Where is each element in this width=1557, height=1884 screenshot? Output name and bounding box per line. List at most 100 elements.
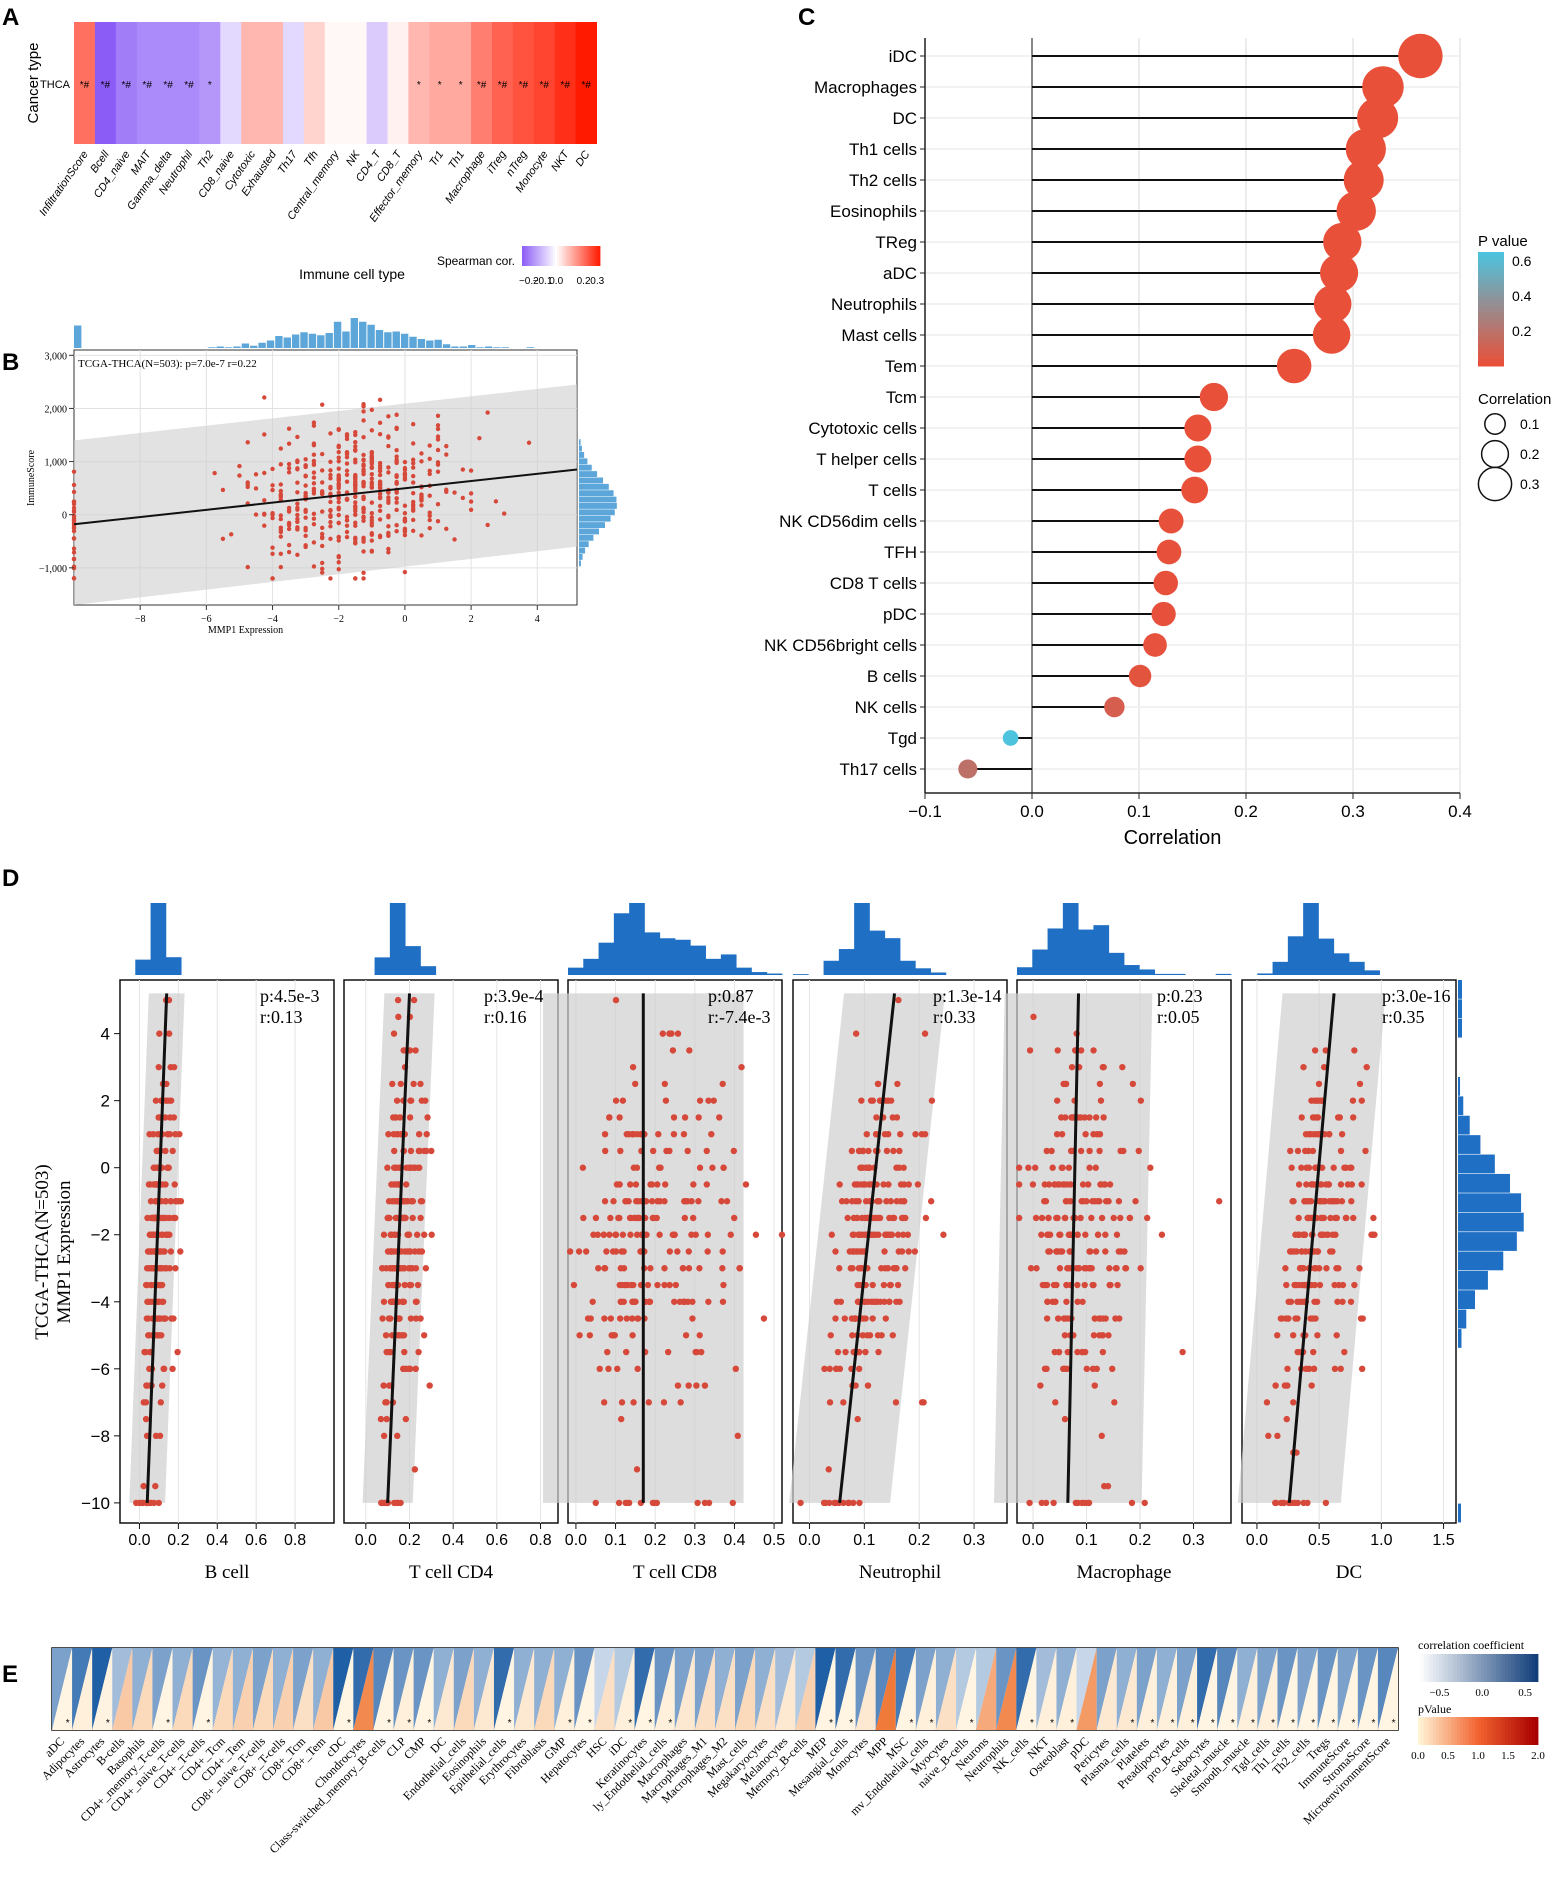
histogram-bar-right — [1458, 1503, 1461, 1523]
data-point — [634, 1315, 641, 1322]
p-triangle-cDC — [333, 1648, 354, 1730]
data-point — [616, 1114, 623, 1121]
data-point — [1094, 1231, 1102, 1238]
data-point — [1058, 1114, 1065, 1121]
data-point — [407, 1147, 415, 1155]
stat-r: r:0.16 — [484, 1007, 527, 1027]
data-point — [1303, 1164, 1310, 1171]
histogram-bar-right — [579, 464, 592, 471]
data-point — [406, 1365, 413, 1373]
histogram-bar-right — [579, 541, 589, 548]
legend-swatch — [580, 246, 583, 266]
data-point — [1098, 1214, 1106, 1222]
data-point — [369, 428, 375, 433]
cor-legend-swatch — [1535, 1654, 1539, 1682]
data-point — [858, 1097, 865, 1104]
histogram-bar-top — [459, 346, 468, 348]
data-point — [1102, 1248, 1109, 1255]
x-tick-label: 1.5 — [1432, 1532, 1454, 1549]
data-point — [1141, 1499, 1148, 1507]
data-point — [826, 1365, 833, 1373]
p-triangle-CD4+_Tcm — [212, 1648, 233, 1730]
data-point — [827, 1332, 834, 1339]
data-point — [1056, 1231, 1063, 1238]
data-point — [622, 1281, 629, 1289]
data-point — [212, 470, 217, 476]
data-point — [1092, 1164, 1099, 1171]
cor-triangle-CD4+_naive_T-cells — [172, 1648, 193, 1730]
heatmap-cell-Cytotoxic — [241, 22, 263, 144]
data-point — [1122, 1265, 1130, 1272]
data-point — [1348, 1181, 1356, 1188]
data-point — [336, 520, 341, 525]
data-point — [311, 540, 317, 545]
data-point — [295, 552, 300, 557]
y-tick-label: −2 — [91, 1226, 110, 1245]
data-point — [870, 1231, 877, 1238]
data-point — [142, 1281, 150, 1289]
data-point — [303, 473, 308, 478]
data-point — [869, 1315, 876, 1322]
data-point — [1090, 1332, 1098, 1339]
histogram-bar-top — [333, 321, 342, 348]
p-legend-swatch — [1460, 1717, 1464, 1745]
data-point — [661, 1181, 669, 1188]
p-legend-swatch — [1439, 1717, 1443, 1745]
data-point — [336, 455, 341, 460]
data-point — [361, 402, 366, 407]
data-point — [144, 1214, 151, 1222]
data-point — [695, 1114, 702, 1121]
data-point — [664, 1348, 672, 1356]
legend-tick: 0.0 — [549, 276, 563, 287]
data-point — [344, 455, 350, 460]
p-triangle-Keratinocytes — [634, 1648, 655, 1730]
data-point — [377, 533, 383, 538]
legend-swatch — [584, 246, 587, 266]
data-point — [404, 1248, 411, 1255]
data-point — [914, 1181, 922, 1188]
data-point — [336, 473, 341, 478]
data-point — [902, 1265, 909, 1272]
col-label-Tr1: Tr1 — [427, 149, 446, 169]
data-point — [377, 480, 383, 485]
p-legend-swatch — [1478, 259, 1504, 264]
data-point — [286, 521, 292, 526]
p-legend-swatch — [1478, 328, 1504, 333]
col-label-NKT: NKT — [549, 148, 572, 174]
cor-triangle-Eosinophils — [473, 1648, 494, 1730]
data-point — [245, 484, 250, 490]
data-point — [311, 462, 317, 467]
data-point — [245, 440, 250, 445]
histogram-bar-top — [241, 343, 250, 348]
subplot-xlabel: B cell — [205, 1562, 250, 1583]
data-point — [427, 471, 432, 477]
data-point — [1045, 1214, 1052, 1222]
sig-star-Epithelial_cells: * — [508, 1718, 512, 1729]
p-legend-swatch — [1427, 1717, 1431, 1745]
data-point — [1322, 1047, 1329, 1054]
data-point — [928, 1097, 936, 1104]
data-point — [278, 446, 284, 451]
cor-legend-swatch — [1430, 1654, 1434, 1682]
data-point — [1283, 1415, 1290, 1423]
data-point — [328, 499, 333, 505]
data-point — [427, 513, 432, 519]
data-point — [836, 1265, 843, 1272]
sig-star-ImmuneScore: * — [1351, 1718, 1355, 1729]
data-point — [172, 1198, 179, 1205]
cor-triangle-Neutrophils — [996, 1648, 1017, 1730]
data-point — [853, 1214, 861, 1222]
data-point — [601, 1265, 609, 1272]
cell-mark-MAIT: *# — [142, 80, 152, 91]
cor-legend-swatch — [1523, 1654, 1527, 1682]
histogram-bar-right — [579, 560, 581, 567]
data-point — [391, 1265, 398, 1272]
x-tick-label: 1.0 — [1370, 1532, 1392, 1549]
data-point — [852, 1030, 860, 1037]
data-point — [174, 1348, 181, 1356]
data-point — [295, 512, 300, 518]
data-point — [150, 1130, 157, 1138]
data-point — [1316, 1265, 1323, 1272]
p-legend-swatch — [1496, 1717, 1500, 1745]
data-point — [1115, 1198, 1123, 1205]
